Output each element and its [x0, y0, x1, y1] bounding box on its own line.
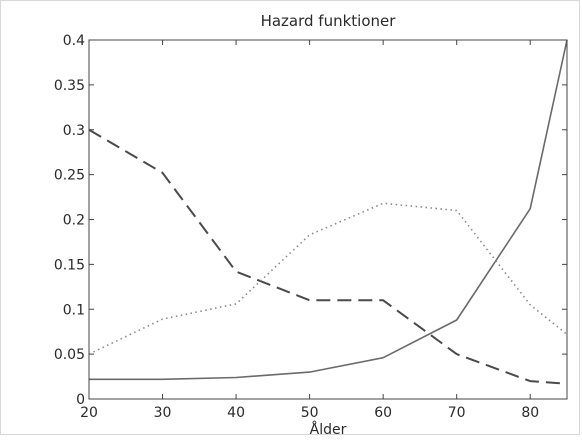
y-tick-label: 0.1	[63, 302, 85, 318]
x-tick-label: 60	[374, 405, 392, 421]
plot-box	[88, 39, 568, 400]
x-tick-label: 30	[154, 405, 172, 421]
x-axis-label: Ålder	[310, 421, 347, 437]
y-tick-label: 0.05	[54, 347, 85, 363]
plot-area: 20 30 40 50 60 70 80 0 0.05 0.1 0.15 0.2 0.25 0.3 0.35…	[54, 33, 568, 421]
x-tick-label: 40	[227, 405, 245, 421]
y-tick-label: 0.4	[63, 33, 85, 49]
x-tick-label: 70	[448, 405, 466, 421]
y-tick-label: 0.15	[54, 257, 85, 273]
y-tick-label: 0.35	[54, 78, 85, 94]
x-tick-label: 50	[301, 405, 319, 421]
y-tick-label: 0.3	[63, 123, 85, 139]
y-tick-label: 0.25	[54, 168, 85, 184]
series-line-dashed	[88, 128, 568, 385]
chart-title: Hazard funktioner	[261, 12, 397, 30]
x-tick-label: 20	[80, 405, 98, 421]
x-tick-label: 80	[521, 405, 539, 421]
series-line-dotted	[88, 202, 568, 355]
y-tick-label: 0	[76, 392, 85, 408]
y-tick-label: 0.2	[63, 213, 85, 229]
plot-box-outline	[88, 39, 568, 400]
series-line-solid	[89, 39, 568, 381]
